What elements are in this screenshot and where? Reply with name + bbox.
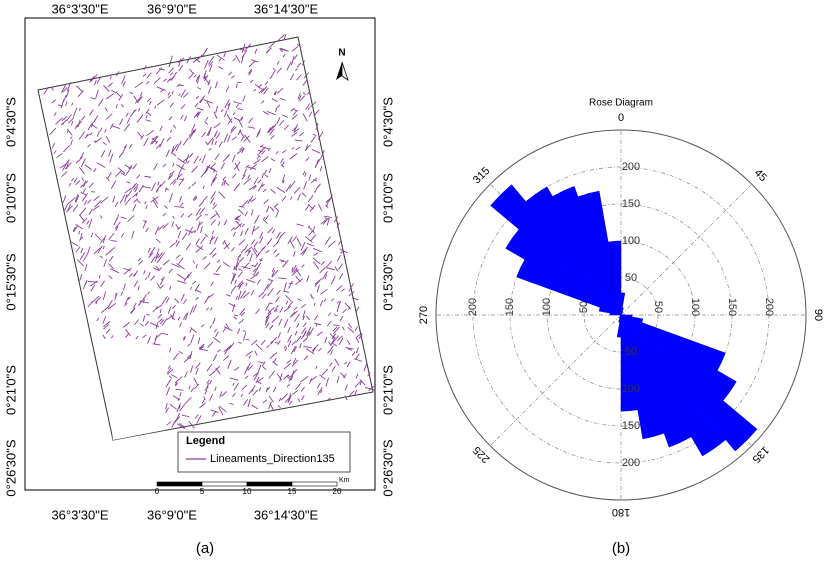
r-tick-label: 200: [763, 298, 775, 316]
r-tick-label: 200: [622, 457, 640, 469]
y-coordinate-label: 0°21'0"S: [380, 365, 395, 415]
r-tick-label: 50: [578, 301, 590, 313]
scale-label: 20: [333, 487, 342, 496]
caption: (a): [196, 540, 214, 557]
scale-segment: [292, 482, 337, 486]
scale-unit: Km: [339, 477, 350, 484]
lineament: [237, 82, 242, 83]
y-coordinate-label: 0°4'30"S: [3, 97, 18, 147]
scale-segment: [157, 482, 202, 486]
r-tick-label: 50: [652, 301, 664, 313]
angle-tick-label: 135: [750, 444, 771, 465]
rose-panel: Rose Diagram (b) 0 45 90 135 180 225 270 315 50 1…: [418, 98, 824, 557]
r-tick-label: 150: [622, 420, 640, 432]
x-coordinate-label: 36°9'0"E: [147, 507, 197, 522]
y-coordinate-label: 0°26'30"S: [3, 439, 18, 496]
grid-spoke: [490, 315, 621, 446]
r-tick-label: 150: [726, 298, 738, 316]
r-tick-label: 100: [541, 298, 553, 316]
angle-tick-label: 270: [418, 306, 430, 324]
x-coordinate-label: 36°14'30"E: [254, 507, 319, 522]
y-coordinate-label: 0°10'0"S: [380, 173, 395, 223]
x-coordinate-label: 36°3'30"E: [51, 1, 108, 16]
scale-bar: 0 5 10 15 20 Km: [155, 477, 350, 496]
y-coordinate-label: 0°21'0"S: [3, 365, 18, 415]
legend-title: Legend: [186, 435, 225, 447]
y-coordinate-label: 0°4'30"S: [380, 97, 395, 147]
scale-label: 15: [288, 487, 297, 496]
r-tick-label: 150: [504, 298, 516, 316]
study-area: [38, 37, 373, 440]
angle-tick-label: 225: [471, 444, 492, 465]
y-coordinate-label: 0°15'30"S: [3, 253, 18, 310]
grid-spoke: [621, 184, 752, 315]
r-tick-label: 50: [625, 272, 637, 284]
angle-tick-label: 45: [752, 167, 769, 184]
scale-label: 0: [155, 487, 160, 496]
x-coordinate-label: 36°14'30"E: [254, 1, 319, 16]
north-label: N: [338, 48, 345, 59]
scale-label: 5: [200, 487, 205, 496]
x-coordinate-label: 36°9'0"E: [147, 1, 197, 16]
caption: (b): [612, 540, 630, 557]
r-tick-label: 100: [622, 235, 640, 247]
r-tick-label: 200: [467, 298, 479, 316]
angle-tick-label: 180: [612, 506, 630, 518]
map-panel: N Legend Lineaments_Direction135 0 5 10 15 2…: [3, 1, 395, 557]
lineament: [314, 110, 319, 116]
x-coordinate-label: 36°3'30"E: [51, 507, 108, 522]
y-coordinate-label: 0°15'30"S: [380, 253, 395, 310]
angle-tick-label: 0: [618, 112, 624, 124]
scale-segment: [202, 482, 247, 486]
lineament: [356, 307, 359, 312]
lineament: [243, 331, 246, 332]
north-arrow: [336, 62, 348, 80]
scale-label: 10: [243, 487, 252, 496]
y-coordinate-label: 0°26'30"S: [380, 439, 395, 496]
r-tick-label: 100: [689, 298, 701, 316]
angle-tick-label: 315: [471, 165, 492, 186]
chart-title: Rose Diagram: [589, 98, 653, 109]
angle-tick-label: 90: [812, 309, 824, 321]
r-tick-label: 100: [622, 383, 640, 395]
r-tick-label: 200: [622, 161, 640, 173]
y-coordinate-label: 0°10'0"S: [3, 173, 18, 223]
r-tick-label: 50: [625, 346, 637, 358]
scale-segment: [247, 482, 292, 486]
r-tick-label: 150: [622, 198, 640, 210]
legend-entry: Lineaments_Direction135: [210, 453, 335, 465]
